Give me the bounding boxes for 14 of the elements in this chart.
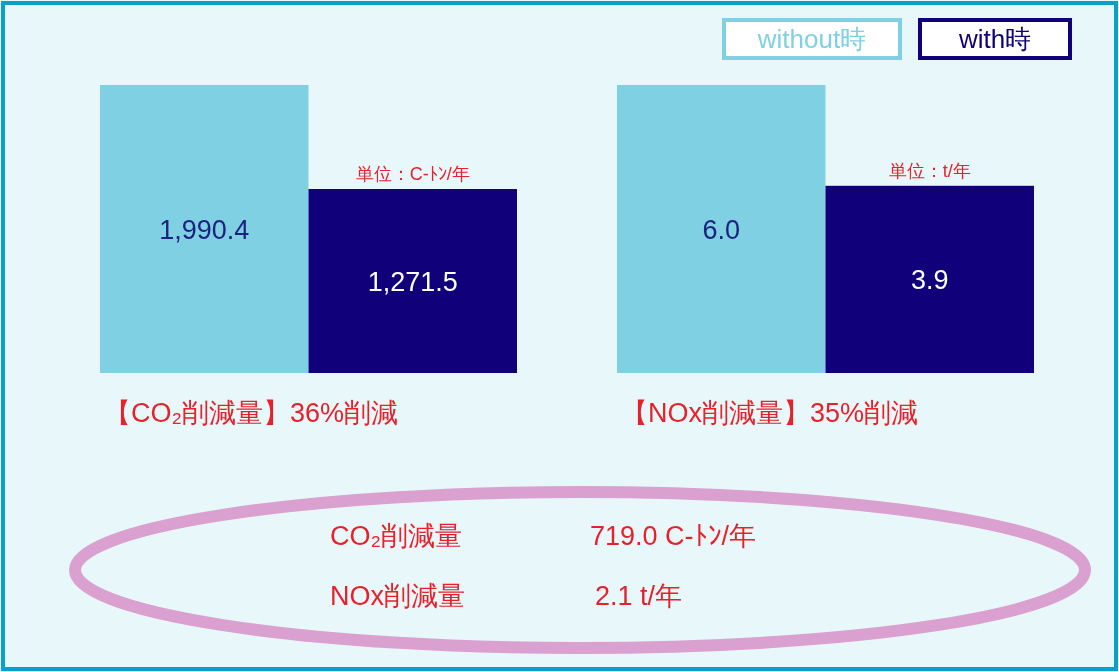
data-label: 1,990.4 — [159, 215, 250, 245]
text: 2.1 t/年 — [595, 581, 683, 611]
legend: without時 with時 — [722, 18, 1072, 60]
data-label: 6.0 — [702, 215, 741, 245]
text: NOx削減量 — [330, 581, 465, 611]
annotation: 単位：C-ﾄﾝ/年 — [355, 164, 470, 185]
series-label: without時 — [756, 24, 867, 54]
annotation: 単位：t/年 — [888, 160, 971, 181]
x-axis-title: 【CO₂削減量】36%削減 — [104, 398, 399, 428]
x-axis-title: 【NOx削減量】35%削減 — [621, 398, 919, 428]
data-label: 3.9 — [910, 265, 949, 296]
text: CO₂削減量 — [330, 521, 462, 551]
text: 719.0 C-ﾄﾝ/年 — [590, 521, 757, 551]
data-label: 1,271.5 — [367, 267, 458, 298]
